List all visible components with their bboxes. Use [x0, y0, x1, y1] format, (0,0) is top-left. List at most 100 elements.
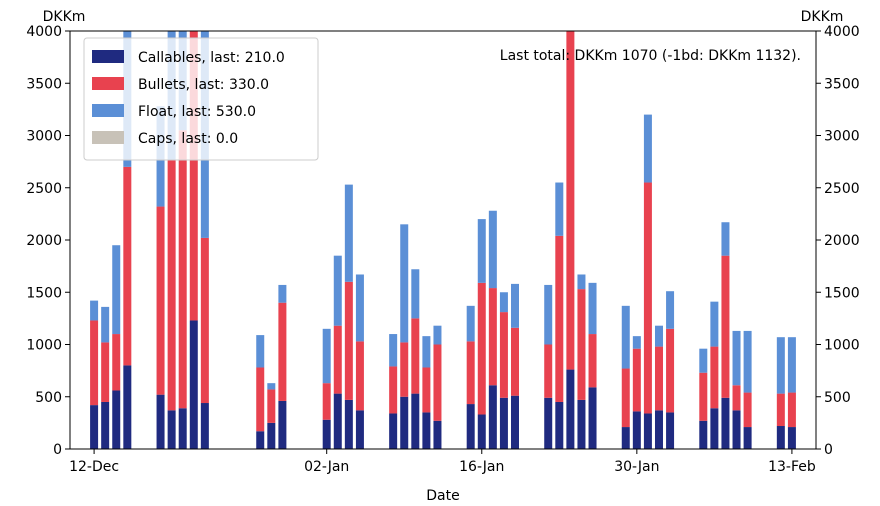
bar-segment-bullets: [278, 302, 287, 401]
bar-segment-bullets: [167, 159, 176, 411]
bar-segment-callables: [787, 427, 796, 449]
bar-segment-bullets: [477, 282, 486, 415]
y-tick-label-left: 4000: [26, 24, 62, 40]
bar-segment-float: [400, 224, 409, 343]
bar-segment-callables: [466, 404, 475, 449]
bar-segment-callables: [112, 390, 121, 449]
bar-segment-float: [555, 182, 564, 236]
bar-segment-bullets: [200, 237, 209, 404]
y-tick-label-left: 1000: [26, 338, 62, 354]
right-axis-unit: DKKm: [801, 9, 844, 25]
bar-segment-callables: [743, 427, 752, 449]
bar-segment-float: [787, 337, 796, 393]
bar-segment-callables: [355, 410, 364, 449]
bar-segment-float: [776, 337, 785, 394]
bar-segment-float: [422, 336, 431, 368]
bar-segment-bullets: [488, 288, 497, 386]
bar-segment-bullets: [267, 389, 276, 423]
bar-segment-bullets: [710, 346, 719, 409]
bar-segment-callables: [510, 395, 519, 449]
bar-segment-callables: [544, 397, 553, 449]
bar-segment-bullets: [178, 130, 187, 409]
bar-segment-callables: [90, 405, 99, 449]
bar-segment-callables: [577, 399, 586, 449]
bar-segment-callables: [389, 413, 398, 449]
bar-segment-bullets: [189, 31, 198, 321]
legend-swatch: [92, 77, 124, 90]
bar-segment-float: [256, 335, 265, 368]
bar-segment-bullets: [699, 372, 708, 421]
bar-segment-float: [90, 300, 99, 321]
y-tick-label-right: 0: [824, 442, 833, 458]
bar-segment-float: [588, 282, 597, 335]
bar-segment-float: [699, 348, 708, 373]
bar-segment-bullets: [577, 289, 586, 400]
bar-segment-float: [499, 292, 508, 313]
bar-segment-callables: [632, 411, 641, 449]
bar-segment-float: [721, 222, 730, 256]
y-tick-label-right: 1500: [824, 285, 860, 301]
bar-segment-float: [566, 0, 574, 8]
bar-segment-callables: [156, 394, 165, 449]
bar-segment-callables: [322, 419, 331, 449]
legend-label: Caps, last: 0.0: [138, 131, 238, 147]
y-tick-label-left: 2000: [26, 233, 62, 249]
bar-segment-callables: [710, 408, 719, 449]
bar-segment-bullets: [544, 344, 553, 398]
bar-segment-bullets: [499, 312, 508, 398]
legend-swatch: [92, 104, 124, 117]
bar-segment-bullets: [632, 348, 641, 412]
bar-segment-callables: [200, 403, 209, 449]
y-tick-label-left: 0: [53, 442, 62, 458]
bar-segment-bullets: [355, 341, 364, 411]
bar-segment-float: [743, 330, 752, 393]
bar-segment-bullets: [411, 318, 420, 394]
bar-segment-bullets: [433, 344, 442, 421]
y-tick-label-right: 1000: [824, 338, 860, 354]
y-tick-label-right: 500: [824, 390, 851, 406]
bar-segment-callables: [400, 396, 409, 449]
x-tick-label: 13-Feb: [768, 459, 816, 475]
bar-segment-float: [488, 210, 497, 289]
bar-segment-float: [477, 219, 486, 283]
bar-segment-float: [544, 284, 553, 345]
bar-segment-float: [267, 383, 276, 390]
x-tick-label: 02-Jan: [304, 459, 349, 475]
bar-segment-float: [710, 301, 719, 347]
y-ticks: 0 0 500 500 1000 1000 1500 1500 2000 2000 2500 2500…: [26, 24, 859, 458]
bar-segment-float: [278, 284, 287, 303]
bar-segment-callables: [123, 365, 132, 449]
bar-segment-bullets: [776, 393, 785, 427]
bar-segment-callables: [555, 401, 564, 449]
bar-segment-float: [389, 334, 398, 367]
bar-segment-callables: [278, 400, 287, 449]
bar-segment-float: [577, 274, 586, 290]
bar-segment-bullets: [643, 182, 652, 414]
legend-label: Bullets, last: 330.0: [138, 77, 269, 93]
y-tick-label-right: 3500: [824, 76, 860, 92]
bar-segment-bullets: [322, 383, 331, 420]
legend-swatch: [92, 131, 124, 144]
bar-segment-float: [433, 325, 442, 345]
bar-segment-bullets: [566, 31, 575, 370]
bar-segment-callables: [699, 420, 708, 449]
bar-segment-callables: [101, 401, 110, 449]
bar-segment-callables: [732, 410, 741, 449]
bar-segment-callables: [654, 410, 663, 449]
bar-segment-float: [632, 336, 641, 349]
bar-segment-callables: [189, 320, 198, 449]
legend-box: [83, 37, 319, 161]
bar-segment-bullets: [654, 346, 663, 411]
bar-segment-float: [654, 325, 663, 347]
bar-segment-callables: [621, 427, 630, 449]
bar-segment-bullets: [156, 206, 165, 395]
bar-segment-bullets: [344, 281, 353, 400]
bar-segment-callables: [411, 393, 420, 449]
y-tick-label-right: 3000: [824, 129, 860, 145]
bar-segment-bullets: [588, 334, 597, 388]
bar-segment-bullets: [400, 342, 409, 397]
bar-segment-bullets: [466, 341, 475, 405]
x-tick-label: 12-Dec: [69, 459, 119, 475]
bar-segment-bullets: [732, 385, 741, 411]
